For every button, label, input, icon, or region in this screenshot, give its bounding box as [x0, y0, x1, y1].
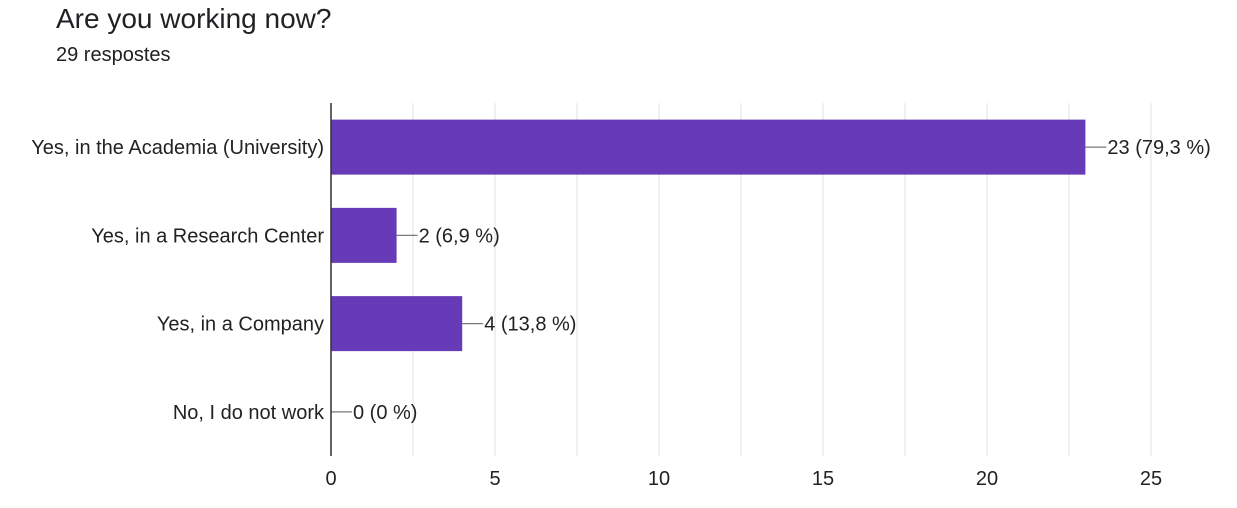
x-tick-label: 0 [325, 468, 336, 490]
bar [331, 119, 1086, 175]
data-label: 2 (6,9 %) [419, 225, 500, 247]
bars [331, 119, 1086, 352]
bar [331, 207, 397, 263]
x-tick-label: 25 [1140, 468, 1162, 490]
x-tick-label: 5 [489, 468, 500, 490]
response-count: 29 respostes [56, 44, 171, 66]
data-label: 4 (13,8 %) [484, 314, 576, 336]
category-label: Yes, in a Research Center [91, 225, 324, 247]
category-label: Yes, in the Academia (University) [31, 137, 324, 159]
x-tick-label: 15 [812, 468, 834, 490]
x-tick-label: 20 [976, 468, 998, 490]
data-label: 0 (0 %) [353, 402, 417, 424]
category-label: No, I do not work [173, 402, 325, 424]
labels: 23 (79,3 %) Yes, in the Academia (Univers… [31, 137, 1211, 424]
page-title: Are you working now? [56, 3, 332, 34]
bar [331, 296, 463, 352]
data-label: 23 (79,3 %) [1107, 137, 1210, 159]
category-label: Yes, in a Company [157, 314, 324, 336]
x-tick-label: 10 [648, 468, 670, 490]
axes: 0 5 10 15 20 25 [325, 103, 1162, 490]
